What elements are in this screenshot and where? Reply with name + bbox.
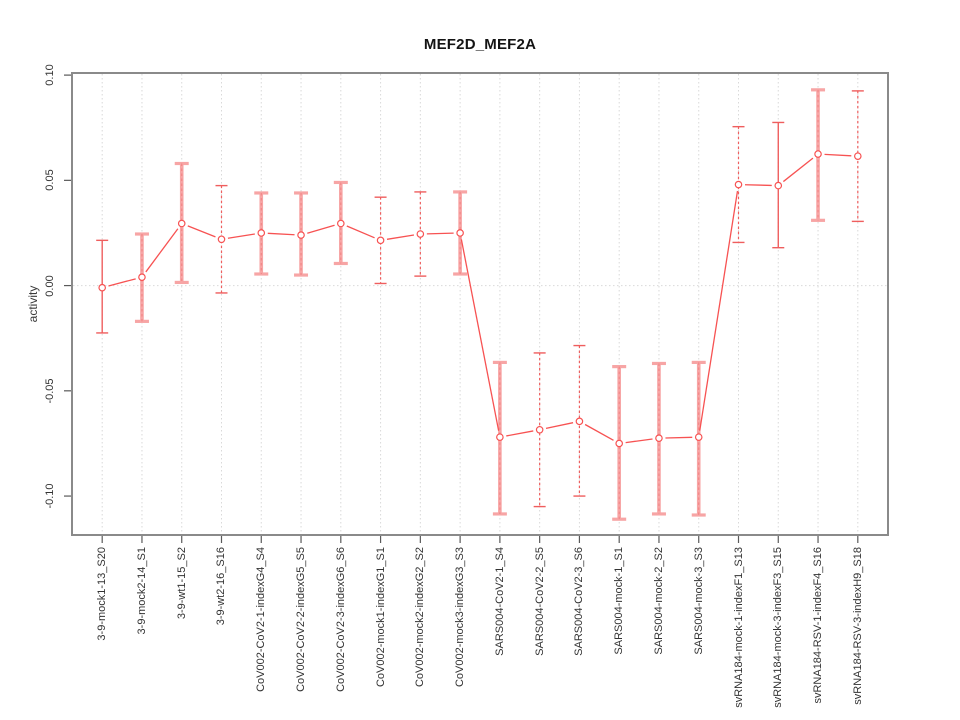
- x-tick-label: CoV002-CoV2-1-indexG4_S4: [255, 547, 268, 692]
- x-tick-label: 3-9-wt1-15_S2: [175, 547, 188, 620]
- x-tick-label: SARS004-CoV2-2_S5: [533, 547, 546, 656]
- series-segment: [267, 232, 295, 236]
- x-tick-label: 3-9-wt2-16_S16: [215, 547, 228, 626]
- series-segment: [307, 224, 335, 234]
- data-point-marker: [694, 433, 703, 441]
- data-point-marker: [177, 219, 186, 228]
- y-tick-label: -0.05: [44, 378, 56, 404]
- series-segment: [665, 436, 693, 439]
- data-point-marker: [615, 439, 623, 448]
- data-point-marker: [774, 181, 783, 190]
- data-point-marker: [535, 425, 544, 434]
- x-tick-label: CoV002-mock2-indexG2_S2: [414, 547, 427, 688]
- series-segment: [506, 430, 534, 437]
- series-segment: [460, 239, 500, 431]
- series-segment: [346, 225, 375, 239]
- data-point-marker: [575, 417, 584, 426]
- data-point-marker: [297, 231, 305, 239]
- data-point-marker: [337, 219, 345, 228]
- x-tick-label: svRNA184-mock-3-indexF3_S15: [772, 547, 785, 708]
- x-tick-label: SARS004-CoV2-3_S6: [573, 547, 586, 656]
- y-tick-label: 0.05: [44, 169, 56, 192]
- series-segment: [545, 422, 574, 430]
- series-segment: [782, 157, 814, 183]
- x-tick-label: CoV002-CoV2-3-indexG6_S6: [334, 547, 347, 692]
- data-point-marker: [854, 152, 862, 160]
- series-segment: [386, 234, 415, 240]
- series-segment: [108, 278, 136, 287]
- x-tick-label: svRNA184-RSV-1-indexF4_S16: [812, 547, 825, 704]
- data-point-marker: [257, 229, 266, 237]
- data-point-marker: [814, 150, 822, 158]
- x-tick-label: CoV002-mock1-indexG1_S1: [374, 547, 387, 688]
- series-segment: [145, 228, 179, 273]
- data-point-marker: [496, 433, 504, 441]
- data-point-marker: [138, 273, 146, 281]
- x-tick-label: CoV002-CoV2-2-indexG5_S5: [295, 547, 308, 692]
- data-point-marker: [416, 230, 425, 238]
- series-segment: [584, 423, 614, 441]
- chart-title: MEF2D_MEF2A: [423, 36, 537, 53]
- x-tick-label: svRNA184-RSV-3-indexH9_S18: [851, 547, 864, 705]
- y-tick-label: 0.10: [44, 64, 56, 86]
- series-segment: [426, 232, 454, 235]
- data-point-marker: [217, 235, 226, 244]
- data-point-marker: [655, 434, 663, 442]
- series-segment: [187, 225, 216, 238]
- data-point-marker: [734, 180, 743, 189]
- data-point-marker: [98, 283, 106, 292]
- x-tick-label: SARS004-CoV2-1_S4: [493, 547, 506, 656]
- series-segment: [824, 153, 852, 157]
- y-tick-label: 0.00: [44, 274, 56, 297]
- series-segment: [744, 184, 772, 187]
- x-tick-label: CoV002-mock3-indexG3_S3: [454, 547, 467, 688]
- series-segment: [227, 233, 255, 239]
- series-segment: [625, 438, 653, 444]
- y-tick-label: -0.10: [44, 483, 56, 509]
- data-point-marker: [376, 236, 385, 245]
- x-tick-label: svRNA184-mock-1-indexF1_S13: [732, 547, 745, 708]
- x-tick-label: SARS004-mock-2_S2: [652, 547, 665, 655]
- x-tick-label: SARS004-mock-1_S1: [613, 547, 626, 655]
- series-segment: [699, 190, 739, 431]
- x-tick-label: 3-9-mock1-13_S20: [96, 547, 109, 641]
- x-tick-label: 3-9-mock2-14_S1: [135, 547, 148, 635]
- x-tick-label: SARS004-mock-3_S3: [692, 547, 705, 655]
- data-point-marker: [456, 229, 464, 237]
- plot-box: [71, 72, 889, 536]
